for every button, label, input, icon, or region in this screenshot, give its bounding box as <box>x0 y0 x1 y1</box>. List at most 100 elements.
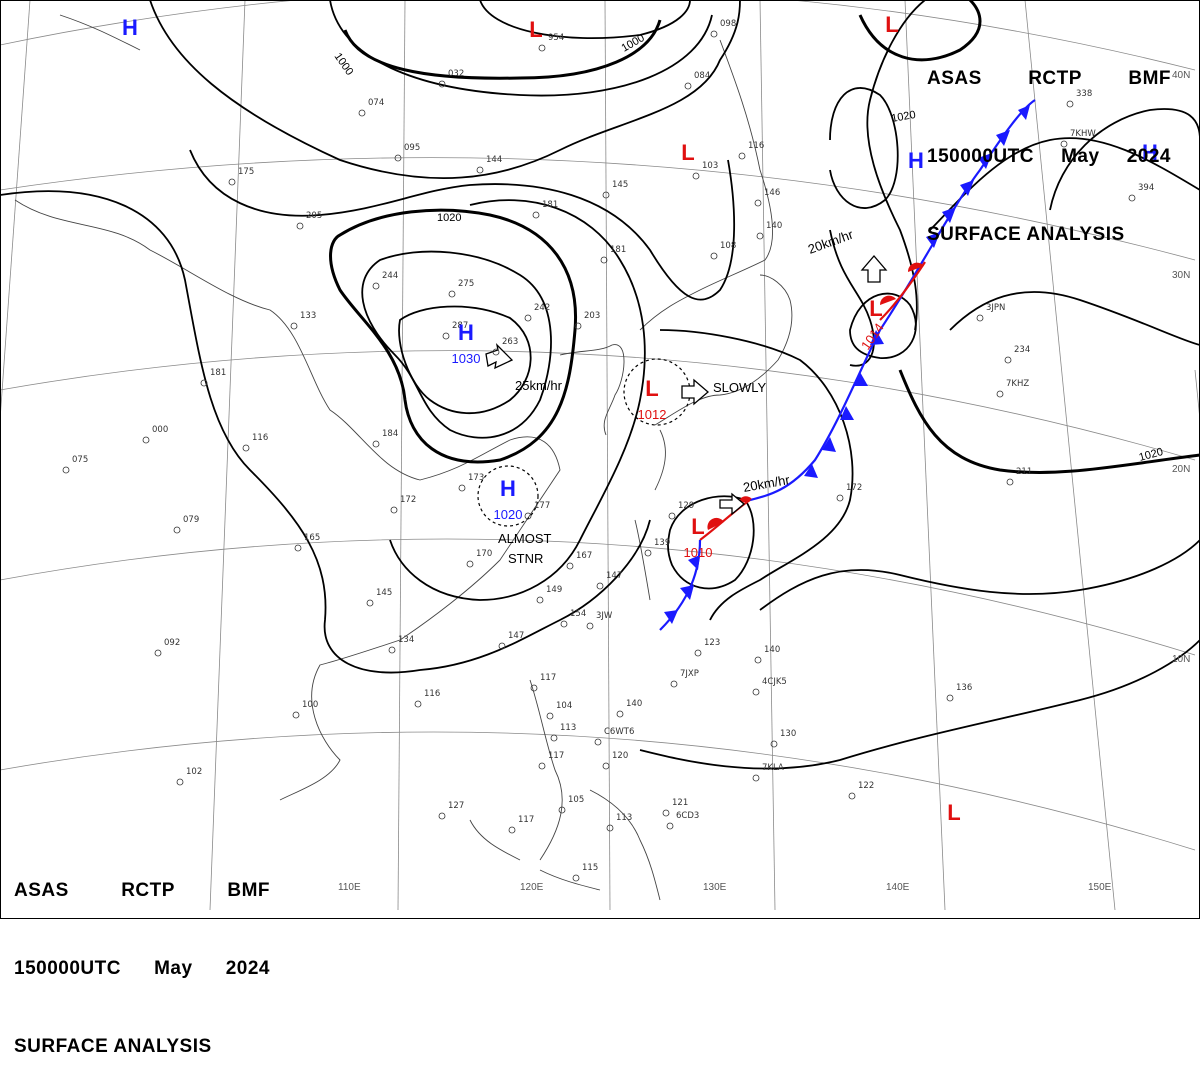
station-circle <box>602 191 610 199</box>
station-label: 4CJK5 <box>762 677 787 687</box>
station-circle <box>1066 100 1074 108</box>
low-pressure-marker: L <box>869 296 882 321</box>
header-title: SURFACE ANALYSIS <box>14 1036 212 1057</box>
isobar-1020 <box>898 369 1200 474</box>
low-pressure-marker: L <box>529 17 542 42</box>
station-circle <box>498 642 506 650</box>
latitude-labels: 40N 30N 20N 10N <box>1172 70 1190 665</box>
station-label: 170 <box>476 549 492 559</box>
high-pressure-marker: H <box>500 476 516 501</box>
station-circle <box>358 109 366 117</box>
station-circle <box>294 544 302 552</box>
header-word: 2024 <box>1126 146 1171 167</box>
station-circle <box>524 314 532 322</box>
station-circle <box>692 172 700 180</box>
station-label: 145 <box>612 180 628 190</box>
isobar <box>149 0 741 179</box>
cold-front-south <box>659 539 702 631</box>
coastlines <box>14 14 793 901</box>
station-label: 129 <box>678 501 694 511</box>
station-label: 113 <box>616 813 632 823</box>
station-label: 084 <box>694 71 710 81</box>
station-circle <box>1004 356 1012 364</box>
station-circle <box>606 824 614 832</box>
station-label: 098 <box>720 19 736 29</box>
station-circle <box>666 822 674 830</box>
header-title: SURFACE ANALYSIS <box>927 224 1125 245</box>
station-label: 092 <box>164 638 180 648</box>
station-circle <box>1128 194 1136 202</box>
station-circle <box>566 562 574 570</box>
station-circle <box>546 712 554 720</box>
station-label: 181 <box>542 200 558 210</box>
station-circle <box>492 348 500 356</box>
station-label: 173 <box>468 473 484 483</box>
low-pressure-marker: L <box>947 800 960 825</box>
isobar <box>849 292 917 359</box>
station-circle <box>754 656 762 664</box>
station-circle <box>752 688 760 696</box>
station-label: 117 <box>540 673 556 683</box>
central-pressure-value: 1012 <box>638 407 667 422</box>
motion-label: STNR <box>508 551 543 566</box>
station-circle <box>996 390 1004 398</box>
header-word: May <box>1061 146 1100 167</box>
station-label: 115 <box>582 863 598 873</box>
header-word: May <box>154 958 193 979</box>
station-circle <box>602 762 610 770</box>
station-label: 154 <box>570 609 586 619</box>
station-label: 100 <box>302 700 318 710</box>
station-label: 103 <box>702 161 718 171</box>
station-circle <box>1060 140 1068 148</box>
station-label: 244 <box>382 271 398 281</box>
station-label: 394 <box>1138 183 1154 193</box>
station-circle <box>296 222 304 230</box>
header-word: BMF <box>1128 68 1171 89</box>
station-label: 184 <box>382 429 398 439</box>
station-circle <box>466 560 474 568</box>
isobar <box>0 190 651 674</box>
station-circle <box>394 154 402 162</box>
station-label: 147 <box>508 631 524 641</box>
station-circle <box>414 700 422 708</box>
station-label: 181 <box>610 245 626 255</box>
low-pressure-marker: L <box>885 12 898 37</box>
central-pressure-value: 1010 <box>684 545 713 560</box>
station-circle <box>524 512 532 520</box>
station-circle <box>372 440 380 448</box>
station-label: 140 <box>766 221 782 231</box>
station-label: 205 <box>306 211 322 221</box>
station-label: 3JPN <box>986 303 1005 313</box>
station-circle <box>600 256 608 264</box>
latitude-label: 10N <box>1172 654 1190 665</box>
isobar-1020 <box>858 0 982 62</box>
station-circle <box>442 332 450 340</box>
station-label: 181 <box>210 368 226 378</box>
station-label: 7KLA <box>762 763 784 773</box>
station-label: 175 <box>238 167 254 177</box>
map-header-bottom-left: ASAS RCTP BMF 150000UTC May 2024 SURFACE ANA… <box>14 826 270 1086</box>
isobar-1000 <box>343 19 662 80</box>
isobar <box>189 149 736 301</box>
station-circle <box>558 806 566 814</box>
isobar <box>398 305 532 415</box>
longitude-label: 120E <box>520 882 544 893</box>
latitude-label: 20N <box>1172 464 1190 475</box>
station-label: 116 <box>424 689 440 699</box>
station-circle <box>594 738 602 746</box>
station-label: 177 <box>534 501 550 511</box>
low-pressure-marker: L <box>681 140 694 165</box>
station-circle <box>173 526 181 534</box>
station-circle <box>738 152 746 160</box>
station-label: 074 <box>368 98 384 108</box>
high-pressure-marker: H <box>122 15 138 40</box>
longitude-label: 140E <box>886 882 910 893</box>
station-label: 3JW <box>596 611 613 621</box>
station-label: 7KHW <box>1070 129 1096 139</box>
station-circle <box>476 166 484 174</box>
longitude-label: 130E <box>703 882 727 893</box>
station-label: 149 <box>546 585 562 595</box>
station-circle <box>684 82 692 90</box>
station-label: 127 <box>448 801 464 811</box>
station-circle <box>694 649 702 657</box>
